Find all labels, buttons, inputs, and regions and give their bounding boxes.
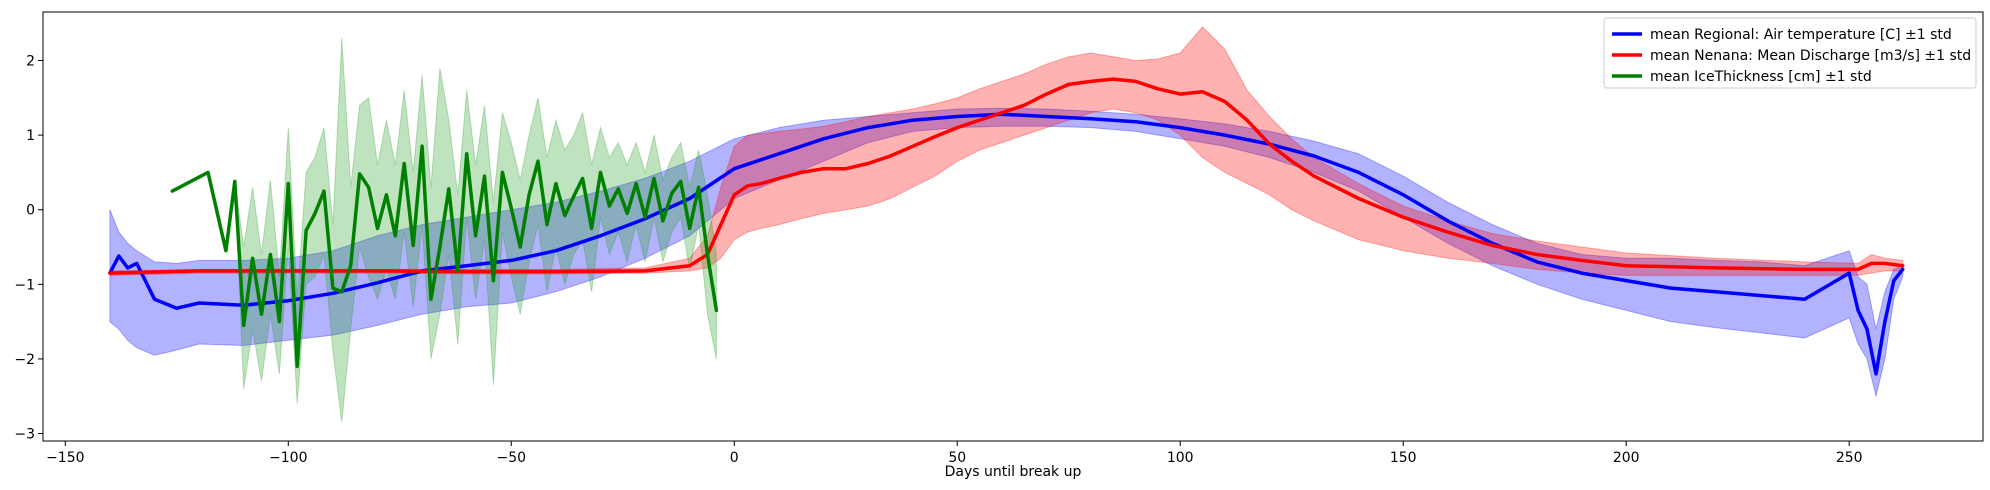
- y-tick-label: −2: [14, 352, 35, 368]
- mean-lines: [108, 77, 1905, 376]
- x-axis: −150 −100 −50 0 50 100 150 200 250: [46, 441, 1863, 466]
- mean-line-1: [108, 77, 1905, 275]
- x-tick-label: 0: [730, 450, 739, 466]
- y-axis: −3 −2 −1 0 1 2: [14, 53, 43, 443]
- x-tick-label: −50: [497, 450, 527, 466]
- plot-frame: [42, 11, 1984, 442]
- mean-line-0: [108, 112, 1905, 376]
- x-tick-label: 200: [1613, 450, 1640, 466]
- y-tick-label: −3: [14, 427, 35, 443]
- x-tick-label: 150: [1390, 450, 1417, 466]
- legend-label-0: mean Regional: Air temperature [C] ±1 st…: [1650, 27, 1952, 43]
- x-tick-label: −150: [46, 450, 84, 466]
- x-tick-label: −100: [269, 450, 307, 466]
- legend-label-1: mean Nenana: Mean Discharge [m3/s] ±1 st…: [1650, 48, 1971, 64]
- y-tick-label: 1: [26, 128, 35, 144]
- y-tick-label: 2: [26, 53, 35, 69]
- legend: mean Regional: Air temperature [C] ±1 st…: [1603, 17, 1977, 89]
- x-tick-label: 100: [1167, 450, 1194, 466]
- y-tick-label: −1: [14, 277, 35, 293]
- legend-label-2: mean IceThickness [cm] ±1 std: [1650, 69, 1872, 85]
- x-tick-label: 250: [1836, 450, 1863, 466]
- x-axis-label: Days until break up: [945, 464, 1082, 480]
- mean-line-2: [170, 144, 719, 369]
- std-band-0: [109, 107, 1904, 397]
- legend-box: [1603, 17, 1977, 89]
- y-tick-label: 0: [26, 203, 35, 219]
- x-tick-label: 50: [948, 450, 966, 466]
